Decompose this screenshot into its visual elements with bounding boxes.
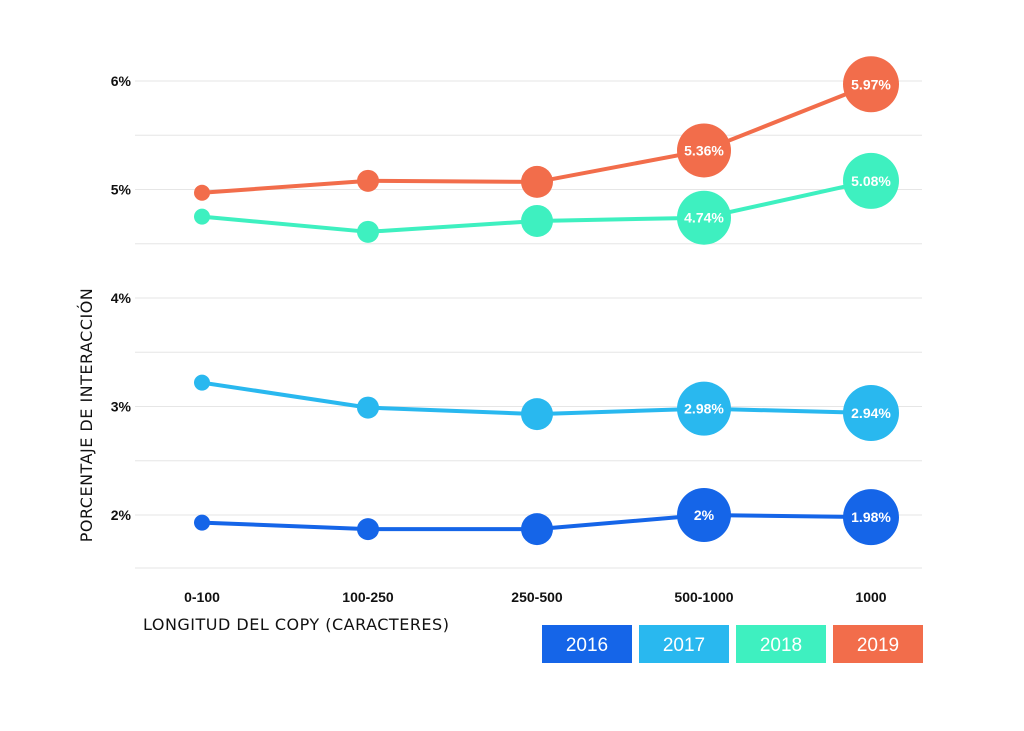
data-label: 5.08% — [851, 173, 891, 189]
data-label: 2% — [694, 507, 715, 523]
data-point — [677, 488, 731, 542]
series-2018: 4.74% 5.08% — [194, 152, 899, 245]
y-tick-label: 5% — [111, 182, 132, 198]
y-tick-label: 6% — [111, 73, 132, 89]
data-point — [194, 514, 210, 531]
data-point — [357, 518, 379, 541]
y-tick-label: 3% — [111, 399, 132, 415]
y-tick-label: 2% — [111, 507, 132, 523]
x-tick-label: 250-500 — [511, 589, 563, 605]
data-point — [521, 204, 553, 237]
series-2016: 2% 1.98% — [194, 488, 899, 546]
data-label: 5.97% — [851, 76, 891, 92]
legend-item-2018: 2018 — [736, 625, 826, 663]
y-axis-title: PORCENTAJE DE INTERACCIÓN — [77, 288, 96, 543]
x-tick-label: 500-1000 — [674, 589, 733, 605]
legend-item-2016: 2016 — [542, 625, 632, 663]
x-tick-label: 100-250 — [342, 589, 394, 605]
data-point — [357, 396, 379, 419]
x-tick-label: 1000 — [855, 589, 886, 605]
legend: 2016 2017 2018 2019 — [542, 625, 923, 663]
data-label: 1.98% — [851, 509, 891, 525]
legend-label: 2018 — [760, 635, 802, 656]
legend-swatch — [639, 625, 729, 663]
data-point — [677, 381, 731, 436]
gridlines — [135, 80, 922, 569]
data-point — [357, 169, 379, 192]
data-label: 4.74% — [684, 210, 724, 226]
data-point — [194, 184, 210, 201]
legend-item-2017: 2017 — [639, 625, 729, 663]
data-label: 5.36% — [684, 142, 724, 158]
legend-label: 2019 — [857, 635, 899, 656]
series-2019: 5.36% 5.97% — [194, 56, 899, 201]
data-point — [521, 398, 553, 431]
x-tick-label: 0-100 — [184, 589, 220, 605]
legend-item-2019: 2019 — [833, 625, 923, 663]
series-2017: 2.98% 2.94% — [194, 374, 899, 442]
data-point — [677, 190, 731, 245]
data-point — [843, 56, 899, 113]
data-point — [677, 123, 731, 178]
data-point — [194, 208, 210, 225]
data-label: 2.94% — [851, 405, 891, 421]
x-axis-title: LONGITUD DEL COPY (CARACTERES) — [143, 615, 449, 634]
data-label: 2.98% — [684, 401, 724, 417]
y-axis-ticks: 2% 3% 4% 5% 6% — [111, 73, 132, 523]
legend-label: 2016 — [566, 635, 608, 656]
x-axis-ticks: 0-100 100-250 250-500 500-1000 1000 — [184, 589, 887, 605]
legend-swatch — [833, 625, 923, 663]
legend-label: 2017 — [663, 635, 705, 656]
series-group: 2% 1.98% 2.98% 2.94% 4.74% 5.08% 5.36% 5.97% — [194, 56, 899, 546]
data-point — [357, 220, 379, 243]
legend-swatch — [736, 625, 826, 663]
data-point — [194, 374, 210, 391]
data-point — [521, 513, 553, 546]
y-tick-label: 4% — [111, 290, 132, 306]
data-point — [843, 489, 899, 546]
data-point — [843, 152, 899, 209]
data-point — [521, 165, 553, 198]
data-point — [843, 385, 899, 442]
legend-swatch — [542, 625, 632, 663]
